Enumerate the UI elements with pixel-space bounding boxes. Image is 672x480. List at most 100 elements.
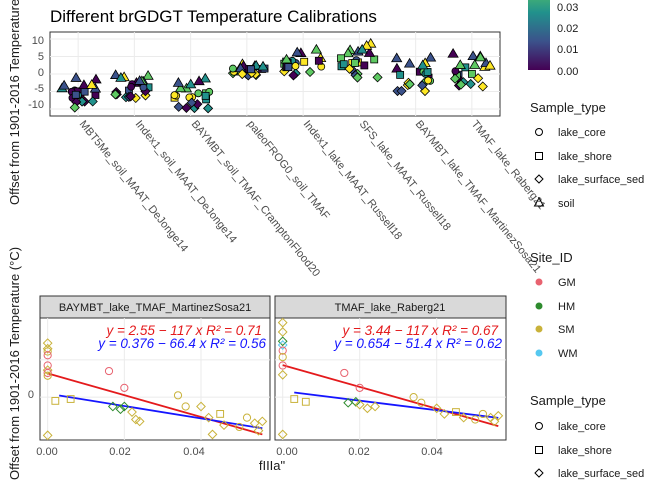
top-y-axis-title: Offset from 1901-2016 Temperature (°C) [7,0,22,205]
data-point-triangle [454,59,466,69]
data-point-diamond [127,407,137,417]
data-point-diamond [237,68,248,80]
square-icon [535,446,543,454]
top-ytick-label: 0 [38,67,44,79]
data-point-diamond [370,401,381,412]
data-point-diamond [253,425,264,436]
data-point-diamond [87,96,98,107]
red-regression-equation: y = 2.55 − 117 x R² = 0.71 [106,323,262,338]
data-point-diamond [354,399,365,410]
data-point-triangle [174,82,187,93]
data-point-circle [278,346,287,355]
legend-label: lake_shore [558,151,612,163]
legend-title: Sample_type [530,100,606,115]
data-point-diamond [450,73,461,84]
facet-panel-right: TMAF_lake_Raberg21 y = 3.44 − 117 x R² =… [274,295,507,441]
data-point-diamond [277,327,288,337]
legend-label: lake_surface_sed [558,174,644,186]
colorbar-tick-label: 0.03 [557,2,578,14]
diamond-icon [534,174,544,184]
data-point-circle [127,82,136,91]
data-point-diamond [249,418,260,429]
data-point-diamond [277,317,288,328]
data-point-diamond [134,416,145,427]
data-point-square [351,59,359,67]
top-chart-title: Different brGDGT Temperature Calibration… [50,7,377,26]
data-point-circle [340,368,349,378]
top-ytick-label: 5 [38,51,44,63]
data-point-circle [173,391,183,400]
data-point-square [284,63,293,72]
data-point-square [468,69,476,78]
data-point-triangle [390,52,403,63]
data-point-triangle [58,79,70,90]
top-data-points [56,37,496,114]
data-point-circle [120,383,129,392]
data-point-diamond [304,66,316,78]
data-point-circle [471,415,480,424]
data-point-circle [170,91,179,100]
data-point-circle [43,351,52,360]
data-point-diamond [42,338,53,349]
data-point-triangle [484,59,496,70]
colorbar-tick-label: 0.01 [557,44,578,56]
data-point-diamond [196,401,206,412]
data-point-diamond [344,63,355,74]
diamond-icon [534,468,544,478]
data-point-square [290,395,299,403]
data-point-circle [291,62,300,70]
blue-regression-equation: y = 0.654 − 51.4 x R² = 0.62 [333,336,502,351]
red-regression-line [47,372,263,436]
facet-panel-left: BAYMBT_lake_TMAF_MartinezSosa21 y = 2.55… [39,295,271,441]
data-point-circle [235,422,244,432]
data-point-diamond [110,89,121,100]
bottom-x-ticks-left: 0.00 0.02 0.04 [36,446,204,458]
site-color-icon [535,325,543,333]
top-x-tick-labels: MBT5Me_soil_MAAT_DeJonge14 Index1_soil_M… [77,118,548,279]
data-point-square [51,396,60,405]
data-point-diamond [277,429,288,440]
data-point-triangle [291,46,303,57]
square-icon [535,152,543,160]
data-point-circle [417,398,426,407]
data-point-diamond [119,401,130,412]
legend-label: HM [558,301,575,313]
bottom-x-ticks-right: 0.00 0.02 0.04 [276,446,442,458]
data-point-triangle [78,79,90,89]
data-point-triangle [115,72,127,82]
data-point-circle [424,76,433,85]
data-point-circle [194,89,203,98]
data-point-circle [242,413,252,422]
legend-label: lake_core [558,127,606,139]
data-points [277,317,504,440]
data-point-triangle [403,57,416,68]
data-point-triangle [257,60,269,71]
legend-site: Site_ID GM HM SM WM [530,250,578,360]
legend-label: lake_core [558,421,606,433]
top-ytick-label: 10 [32,35,44,47]
data-point-circle [43,371,52,380]
data-point-diamond [125,91,136,102]
facet-plot-frame [39,317,271,441]
legend-title: Sample_type [530,393,606,408]
xtick-label: 0.00 [276,446,297,458]
data-point-diamond [42,365,53,376]
data-point-diamond [107,401,118,412]
data-point-diamond [396,85,407,97]
data-point-diamond [431,403,442,414]
data-point-diamond [42,343,53,354]
data-point-square [216,410,225,418]
data-point-square [80,87,89,96]
data-point-diamond [42,430,53,441]
red-regression-equation: y = 3.44 − 117 x R² = 0.67 [342,323,499,338]
data-point-triangle [447,47,459,58]
colorbar-tick-label: 0.02 [557,23,578,35]
data-point-square [201,91,210,100]
xtick-label: 0.04 [421,446,442,458]
legend-label: GM [558,277,576,289]
site-color-icon [535,302,543,310]
data-point-diamond [343,397,354,408]
data-point-diamond [173,101,184,112]
data-point-diamond [69,102,80,113]
